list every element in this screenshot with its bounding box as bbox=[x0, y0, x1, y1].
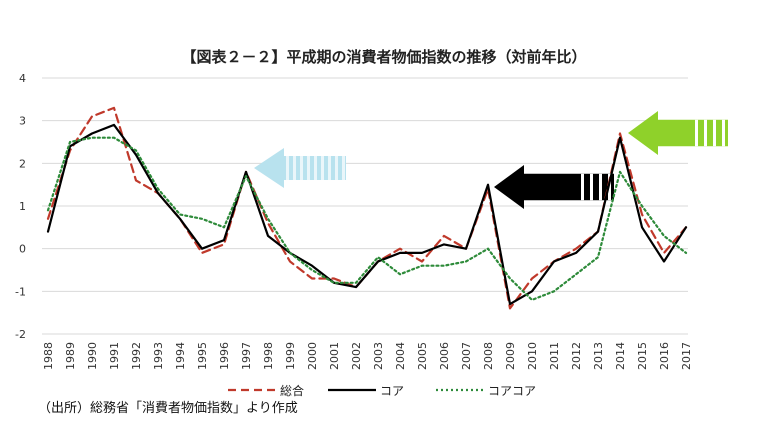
arrow-1997-stripe bbox=[286, 156, 289, 180]
legend-label-2: コア bbox=[380, 384, 404, 398]
x-tick-label: 1993 bbox=[152, 342, 165, 370]
x-tick-label: 1988 bbox=[42, 342, 55, 370]
y-tick-label: 4 bbox=[19, 72, 26, 85]
arrow-1997 bbox=[254, 148, 346, 188]
series-line-2 bbox=[46, 123, 688, 306]
y-tick-label: 0 bbox=[19, 243, 26, 256]
x-tick-label: 1995 bbox=[196, 342, 209, 370]
arrow-1997-stripe bbox=[335, 156, 338, 180]
x-tick-label: 2011 bbox=[548, 342, 561, 370]
chart-title: 【図表２－２】平成期の消費者物価指数の推移（対前年比） bbox=[181, 48, 586, 66]
arrow-1997-stripe bbox=[300, 156, 303, 180]
arrow-2014-stripe bbox=[713, 119, 716, 147]
x-tick-label: 1991 bbox=[108, 342, 121, 370]
arrow-1997-stripe bbox=[293, 156, 296, 180]
y-tick-label: 2 bbox=[19, 157, 26, 170]
arrow-2008-shape bbox=[494, 165, 614, 209]
arrow-1997-stripe bbox=[307, 156, 310, 180]
x-tick-label: 2006 bbox=[438, 342, 451, 370]
arrow-2008 bbox=[494, 165, 614, 209]
x-tick-label: 2010 bbox=[526, 342, 539, 370]
x-tick-label: 2016 bbox=[658, 342, 671, 370]
arrow-1997-stripe bbox=[342, 156, 345, 180]
legend: 総合 コア コアコア bbox=[228, 383, 536, 398]
x-tick-label: 2000 bbox=[306, 342, 319, 370]
arrow-1997-stripe bbox=[328, 156, 331, 180]
arrow-2014-stripe bbox=[722, 119, 725, 147]
x-tick-label: 2017 bbox=[680, 342, 693, 370]
y-tick-label: -1 bbox=[15, 285, 26, 298]
series-line-1 bbox=[46, 106, 688, 310]
series-lines bbox=[46, 106, 688, 310]
x-tick-label: 1989 bbox=[64, 342, 77, 370]
x-tick-label: 2015 bbox=[636, 342, 649, 370]
arrow-1997-stripe bbox=[321, 156, 324, 180]
arrow-2014-stripe bbox=[695, 119, 698, 147]
gridlines bbox=[42, 77, 688, 335]
arrow-2014-stripe bbox=[704, 119, 707, 147]
y-axis-ticks: 4 3 2 1 0 -1 -2 bbox=[15, 72, 26, 341]
legend-label-1: 総合 bbox=[280, 383, 304, 398]
x-tick-label: 1998 bbox=[262, 342, 275, 370]
x-tick-label: 2009 bbox=[504, 342, 517, 370]
x-tick-label: 2008 bbox=[482, 342, 495, 370]
y-tick-label: 3 bbox=[19, 115, 26, 128]
series-line-3 bbox=[46, 136, 688, 301]
x-tick-label: 2003 bbox=[372, 342, 385, 370]
x-tick-label: 2012 bbox=[570, 342, 583, 370]
arrow-2008-stripe bbox=[599, 173, 602, 201]
x-tick-label: 2005 bbox=[416, 342, 429, 370]
x-tick-label: 1997 bbox=[240, 342, 253, 370]
x-tick-label: 1999 bbox=[284, 342, 297, 370]
x-tick-label: 1992 bbox=[130, 342, 143, 370]
x-tick-label: 2001 bbox=[328, 342, 341, 370]
x-tick-label: 1996 bbox=[218, 342, 231, 370]
x-tick-label: 2002 bbox=[350, 342, 363, 370]
arrow-1997-stripe bbox=[314, 156, 317, 180]
x-tick-label: 2014 bbox=[614, 342, 627, 370]
y-tick-label: 1 bbox=[19, 200, 26, 213]
x-tick-label: 2004 bbox=[394, 342, 407, 370]
arrow-2008-stripe bbox=[590, 173, 593, 201]
legend-label-3: コアコア bbox=[488, 384, 536, 398]
arrow-2014 bbox=[628, 111, 728, 155]
arrow-2014-shape bbox=[628, 111, 728, 155]
x-axis-ticks: 1988 1989 1990 1991 1992 1993 1994 1995 1996 1997… bbox=[42, 342, 693, 370]
x-tick-label: 1994 bbox=[174, 342, 187, 370]
y-tick-label: -2 bbox=[15, 328, 26, 341]
annotation-arrows bbox=[254, 111, 728, 209]
x-tick-label: 1990 bbox=[86, 342, 99, 370]
source-note: （出所）総務省「消費者物価指数」より作成 bbox=[38, 401, 298, 416]
arrow-2008-stripe bbox=[581, 173, 584, 201]
x-tick-label: 2013 bbox=[592, 342, 605, 370]
x-tick-label: 2007 bbox=[460, 342, 473, 370]
